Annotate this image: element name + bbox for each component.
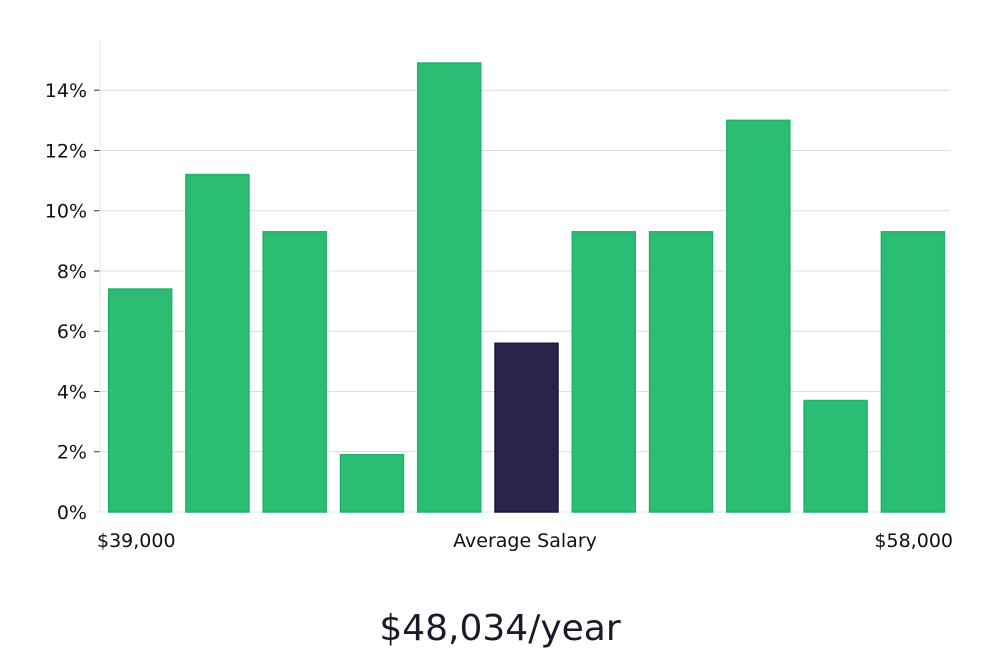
y-tick-label: 4% [57,381,87,403]
y-tick-label: 10% [45,201,87,223]
bar [803,399,868,513]
y-tick-label: 14% [45,80,87,102]
y-tick-label: 0% [57,502,87,524]
bar [107,288,173,513]
y-tick-label: 6% [57,321,87,343]
x-axis-title: Average Salary [453,530,597,552]
bar [880,231,946,513]
bar [726,119,791,513]
x-labels: $39,000 Average Salary $58,000 [97,530,953,552]
y-tick-label: 12% [45,140,87,162]
average-salary-value: $48,034/year [379,608,621,649]
y-tick-label: 8% [57,261,87,283]
y-tick-labels: 0% 2% 4% 6% 8% 10% 12% 14% [45,80,87,524]
salary-distribution-chart: 0% 2% 4% 6% 8% 10% 12% 14% $39,000 Average Sala… [45,40,953,552]
bar [416,62,482,513]
y-tick-label: 2% [57,442,87,464]
bar [185,173,250,513]
bar [339,454,405,513]
bar [648,231,714,513]
bar-highlighted [494,342,559,513]
x-end-label: $58,000 [874,530,953,552]
bar [262,231,327,513]
x-start-label: $39,000 [97,530,176,552]
bar [571,231,637,513]
bars [107,62,946,513]
